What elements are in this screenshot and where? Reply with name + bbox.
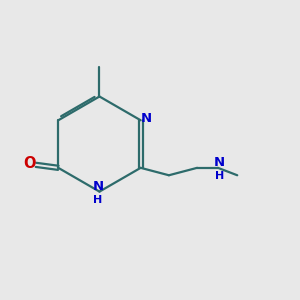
Text: N: N: [92, 180, 104, 193]
Text: N: N: [140, 112, 152, 125]
Text: N: N: [214, 156, 225, 169]
Text: H: H: [93, 195, 103, 205]
Text: O: O: [23, 156, 36, 171]
Text: H: H: [215, 171, 224, 181]
